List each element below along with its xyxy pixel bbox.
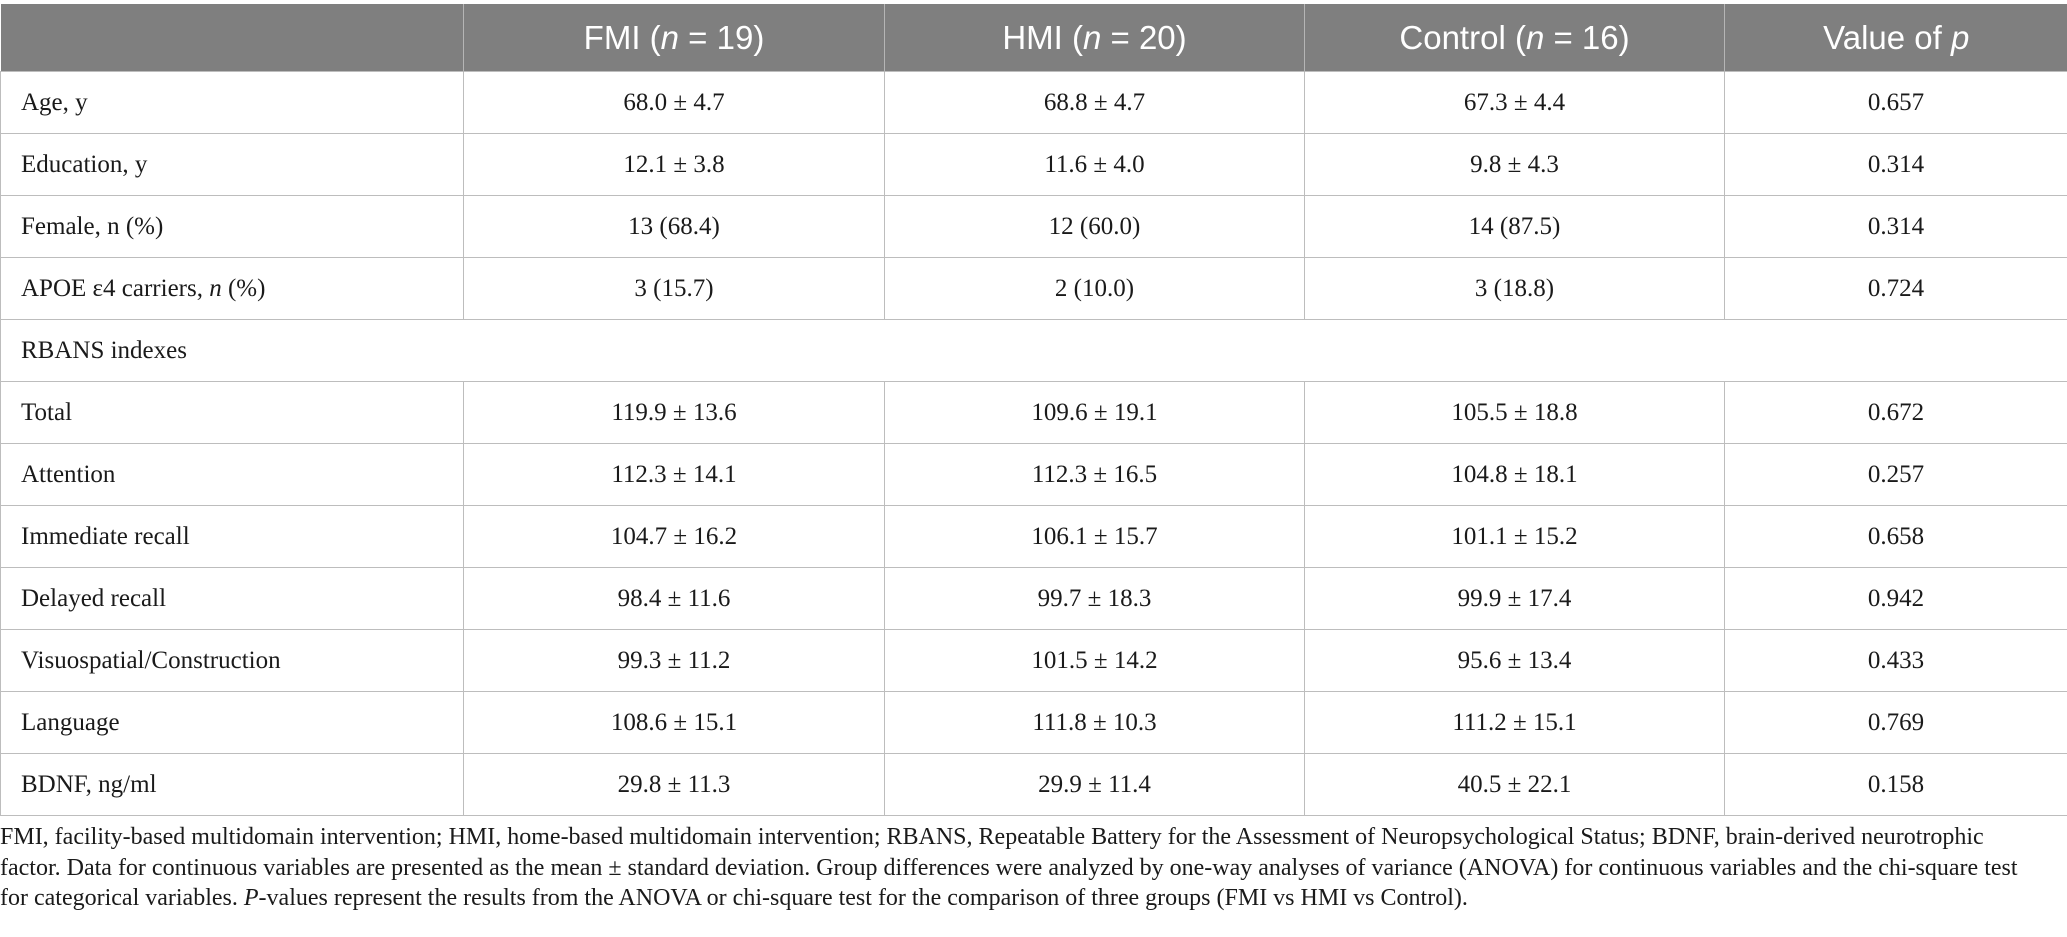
table-row: Language 108.6 ± 15.1 111.8 ± 10.3 111.2… [0, 691, 2067, 754]
cell-p-value: 0.658 [1724, 505, 2067, 568]
cell-control: 101.1 ± 15.2 [1304, 505, 1725, 568]
cell-fmi: 98.4 ± 11.6 [463, 567, 885, 630]
header-p-value: Value of p [1724, 4, 2067, 72]
table-row: Female, n (%) 13 (68.4) 12 (60.0) 14 (87… [0, 195, 2067, 258]
row-label: Language [0, 691, 464, 754]
section-row: RBANS indexes [0, 319, 2067, 382]
table-row: Attention 112.3 ± 14.1 112.3 ± 16.5 104.… [0, 443, 2067, 506]
table-row: Total 119.9 ± 13.6 109.6 ± 19.1 105.5 ± … [0, 381, 2067, 444]
cell-control: 3 (18.8) [1304, 257, 1725, 320]
cell-p-value: 0.433 [1724, 629, 2067, 692]
cell-hmi: 68.8 ± 4.7 [884, 71, 1305, 134]
cell-p-value: 0.672 [1724, 381, 2067, 444]
header-row: FMI (n = 19) HMI (n = 20) Control (n = 1… [0, 4, 2067, 72]
cell-hmi: 99.7 ± 18.3 [884, 567, 1305, 630]
table-row: Visuospatial/Construction 99.3 ± 11.2 10… [0, 629, 2067, 692]
cell-control: 104.8 ± 18.1 [1304, 443, 1725, 506]
cell-fmi: 12.1 ± 3.8 [463, 133, 885, 196]
table-footnote: FMI, facility-based multidomain interven… [0, 824, 2018, 911]
header-row-label [0, 4, 464, 72]
row-label: Attention [0, 443, 464, 506]
header-hmi: HMI (n = 20) [884, 4, 1305, 72]
cell-fmi: 99.3 ± 11.2 [463, 629, 885, 692]
cell-control: 40.5 ± 22.1 [1304, 753, 1725, 816]
cell-hmi: 111.8 ± 10.3 [884, 691, 1305, 754]
table-body: Age, y 68.0 ± 4.7 68.8 ± 4.7 67.3 ± 4.4 … [0, 71, 2067, 816]
table-row: Delayed recall 98.4 ± 11.6 99.7 ± 18.3 9… [0, 567, 2067, 630]
cell-hmi: 29.9 ± 11.4 [884, 753, 1305, 816]
cell-control: 95.6 ± 13.4 [1304, 629, 1725, 692]
row-label: Immediate recall [0, 505, 464, 568]
table-row: BDNF, ng/ml 29.8 ± 11.3 29.9 ± 11.4 40.5… [0, 753, 2067, 816]
cell-hmi: 101.5 ± 14.2 [884, 629, 1305, 692]
cell-p-value: 0.314 [1724, 195, 2067, 258]
cell-hmi: 12 (60.0) [884, 195, 1305, 258]
table-row: Education, y 12.1 ± 3.8 11.6 ± 4.0 9.8 ±… [0, 133, 2067, 196]
cell-fmi: 29.8 ± 11.3 [463, 753, 885, 816]
cell-control: 105.5 ± 18.8 [1304, 381, 1725, 444]
cell-p-value: 0.942 [1724, 567, 2067, 630]
cell-p-value: 0.657 [1724, 71, 2067, 134]
cell-fmi: 108.6 ± 15.1 [463, 691, 885, 754]
cell-hmi: 2 (10.0) [884, 257, 1305, 320]
table-row: APOE ε4 carriers, n (%) 3 (15.7) 2 (10.0… [0, 257, 2067, 320]
table-header: FMI (n = 19) HMI (n = 20) Control (n = 1… [0, 4, 2067, 72]
cell-hmi: 112.3 ± 16.5 [884, 443, 1305, 506]
cell-control: 9.8 ± 4.3 [1304, 133, 1725, 196]
row-label: BDNF, ng/ml [0, 753, 464, 816]
section-label: RBANS indexes [0, 319, 2067, 382]
cell-p-value: 0.724 [1724, 257, 2067, 320]
row-label: Visuospatial/Construction [0, 629, 464, 692]
row-label: Female, n (%) [0, 195, 464, 258]
cell-hmi: 11.6 ± 4.0 [884, 133, 1305, 196]
row-label: APOE ε4 carriers, n (%) [0, 257, 464, 320]
cell-control: 111.2 ± 15.1 [1304, 691, 1725, 754]
table-row: Immediate recall 104.7 ± 16.2 106.1 ± 15… [0, 505, 2067, 568]
cell-fmi: 104.7 ± 16.2 [463, 505, 885, 568]
cell-hmi: 106.1 ± 15.7 [884, 505, 1305, 568]
cell-fmi: 112.3 ± 14.1 [463, 443, 885, 506]
data-table: FMI (n = 19) HMI (n = 20) Control (n = 1… [0, 4, 2067, 816]
row-label: Total [0, 381, 464, 444]
cell-control: 67.3 ± 4.4 [1304, 71, 1725, 134]
cell-fmi: 119.9 ± 13.6 [463, 381, 885, 444]
cell-fmi: 3 (15.7) [463, 257, 885, 320]
header-fmi: FMI (n = 19) [463, 4, 885, 72]
row-label: Delayed recall [0, 567, 464, 630]
row-label: Education, y [0, 133, 464, 196]
cell-control: 99.9 ± 17.4 [1304, 567, 1725, 630]
table-row: Age, y 68.0 ± 4.7 68.8 ± 4.7 67.3 ± 4.4 … [0, 71, 2067, 134]
cell-p-value: 0.257 [1724, 443, 2067, 506]
cell-p-value: 0.769 [1724, 691, 2067, 754]
cell-fmi: 13 (68.4) [463, 195, 885, 258]
header-control: Control (n = 16) [1304, 4, 1725, 72]
cell-hmi: 109.6 ± 19.1 [884, 381, 1305, 444]
cell-fmi: 68.0 ± 4.7 [463, 71, 885, 134]
data-table-container: FMI (n = 19) HMI (n = 20) Control (n = 1… [0, 4, 2067, 816]
cell-p-value: 0.314 [1724, 133, 2067, 196]
cell-control: 14 (87.5) [1304, 195, 1725, 258]
cell-p-value: 0.158 [1724, 753, 2067, 816]
row-label: Age, y [0, 71, 464, 134]
